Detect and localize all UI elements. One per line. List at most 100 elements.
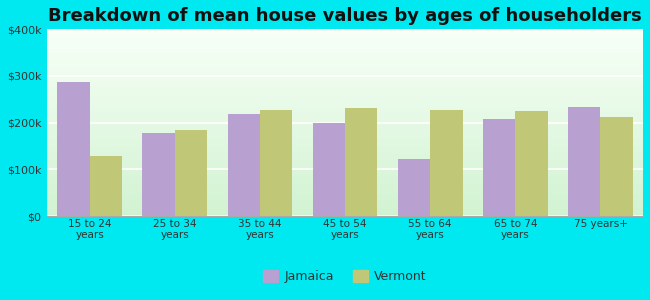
Bar [345,108,378,216]
Bar [47,108,643,109]
Bar [47,82,643,83]
Bar [47,140,643,141]
Bar [47,76,643,78]
Bar [47,128,643,130]
Bar [47,50,643,52]
Bar [47,138,643,140]
Bar [47,192,643,194]
Bar [47,31,643,33]
Bar [47,182,643,184]
Bar [47,214,643,216]
Bar [47,212,643,214]
Bar [47,210,643,212]
Bar [47,48,643,50]
Bar [47,121,643,123]
Bar [47,111,643,113]
Bar [398,159,430,216]
Bar [47,93,643,94]
Bar [47,35,643,37]
Bar [483,119,515,216]
Bar [47,143,643,145]
Bar [47,126,643,128]
Bar [47,37,643,39]
Bar [47,201,643,203]
Legend: Jamaica, Vermont: Jamaica, Vermont [259,265,432,288]
Bar [90,156,122,216]
Bar [47,194,643,196]
Bar [47,68,643,70]
Bar [47,208,643,210]
Bar [47,181,643,182]
Bar [47,113,643,115]
Bar [47,65,643,67]
Bar [47,196,643,197]
Bar [47,169,643,171]
Bar [47,134,643,136]
Bar [47,184,643,186]
Bar [47,205,643,207]
Bar [47,160,643,162]
Bar [47,167,643,169]
Bar [47,46,643,48]
Bar [47,94,643,97]
Bar [47,149,643,151]
Bar [142,133,175,216]
Bar [47,61,643,63]
Bar [47,57,643,59]
Bar [47,186,643,188]
Bar [47,52,643,54]
Bar [47,162,643,164]
Bar [47,102,643,104]
Bar [515,110,548,216]
Bar [47,203,643,205]
Bar [47,115,643,117]
Bar [47,89,643,91]
Bar [47,56,643,57]
Bar [47,117,643,119]
Bar [227,114,260,216]
Bar [47,110,643,111]
Bar [47,33,643,35]
Bar [313,123,345,216]
Bar [47,39,643,41]
Bar [47,59,643,61]
Bar [47,152,643,154]
Bar [57,82,90,216]
Bar [47,179,643,181]
Bar [47,78,643,80]
Bar [47,197,643,199]
Bar [47,104,643,106]
Bar [47,42,643,44]
Bar [47,100,643,102]
Bar [47,154,643,156]
Bar [47,207,643,208]
Bar [568,107,601,216]
Bar [47,123,643,124]
Bar [260,110,292,216]
Bar [47,177,643,179]
Bar [47,171,643,173]
Bar [47,106,643,108]
Bar [47,87,643,89]
Bar [47,83,643,85]
Bar [175,130,207,216]
Bar [47,98,643,100]
Bar [47,67,643,68]
Bar [47,151,643,152]
Bar [47,29,643,31]
Bar [47,44,643,46]
Bar [47,124,643,126]
Bar [47,63,643,65]
Bar [47,130,643,132]
Bar [47,40,643,42]
Bar [47,173,643,175]
Bar [47,147,643,149]
Bar [47,97,643,98]
Bar [47,145,643,147]
Bar [47,91,643,93]
Bar [47,54,643,56]
Bar [47,80,643,82]
Bar [601,117,633,216]
Bar [47,199,643,201]
Bar [47,74,643,76]
